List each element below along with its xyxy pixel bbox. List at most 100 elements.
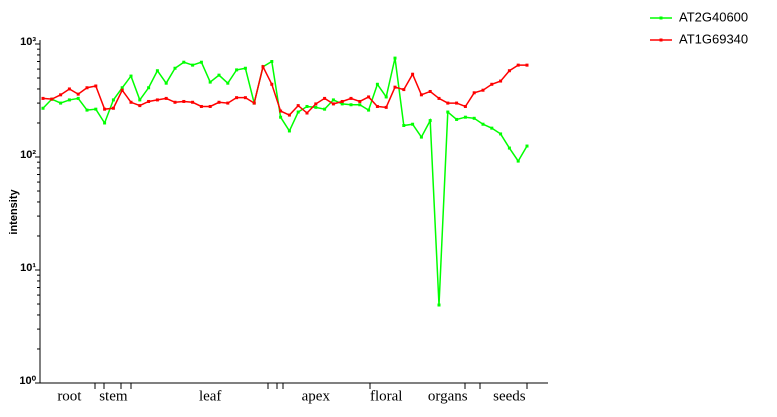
data-point [331,98,335,102]
data-point [463,104,467,108]
data-point [270,82,274,86]
data-point [367,108,371,112]
data-point [199,104,203,108]
x-tick-label: apex [302,388,331,404]
x-tick-label: floral [370,388,402,404]
data-point [296,104,300,108]
data-point [164,81,168,85]
data-point [393,85,397,89]
data-point [402,88,406,92]
data-point [191,63,195,67]
data-point [164,96,168,100]
data-point [287,129,291,133]
data-point [191,100,195,104]
data-point [235,96,239,100]
data-point [314,105,318,109]
data-point [384,105,388,109]
data-point [41,96,45,100]
data-point [147,99,151,103]
data-point [455,117,459,121]
data-point [226,101,230,105]
data-point [85,108,89,112]
data-point [419,93,423,97]
data-point [120,88,124,92]
data-point [235,68,239,72]
data-point [111,106,115,110]
data-point [41,106,45,110]
data-point [358,103,362,107]
data-point [455,101,459,105]
data-point [481,122,485,126]
data-point [129,100,133,104]
data-point [94,84,98,88]
data-point [208,104,212,108]
legend-marker [659,16,663,20]
data-point [243,96,247,100]
y-tick-label: 10² [20,149,36,161]
data-point [103,107,107,111]
data-point [261,65,265,69]
data-point [499,132,503,136]
data-point [323,96,327,100]
data-point [446,110,450,114]
data-point [481,88,485,92]
data-point [270,60,274,64]
data-point [182,60,186,64]
data-point [472,91,476,95]
y-axis-label: intensity [8,189,20,235]
legend-label: AT2G40600 [679,9,748,24]
data-point [155,98,159,102]
data-point [226,81,230,85]
data-point [111,98,115,102]
data-point [67,98,71,102]
data-point [120,86,124,90]
data-point [446,101,450,105]
data-point [393,56,397,60]
data-point [296,110,300,114]
data-point [314,102,318,106]
data-point [173,100,177,104]
data-point [252,101,256,105]
data-point [173,66,177,70]
data-point [279,115,283,119]
x-group-ticks [94,383,528,389]
data-point [358,99,362,103]
data-point [76,96,80,100]
data-point [516,63,520,67]
data-point [94,107,98,111]
data-point [402,124,406,128]
series-line [42,57,528,306]
legend-label: AT1G69340 [679,31,748,46]
data-point [428,119,432,123]
y-tick-label: 10³ [20,36,36,48]
data-point [217,73,221,77]
data-point [129,74,133,78]
data-point [323,107,327,111]
y-tick-label: 10⁰ [19,375,36,387]
data-point [59,93,63,97]
data-point [155,69,159,73]
data-point [50,97,54,101]
x-tick-label: seeds [493,388,526,404]
series-line [42,64,527,116]
data-point [59,101,63,105]
data-point [375,104,379,108]
y-tick-label: 10¹ [20,262,36,274]
data-point [411,72,415,76]
data-point [375,82,379,86]
data-point [103,121,107,125]
data-point [340,102,344,106]
data-point [499,79,503,83]
data-point [411,122,415,126]
data-point [279,109,283,113]
data-point [331,102,335,106]
legend-marker [659,38,663,42]
data-point [340,99,344,103]
data-point [287,113,291,117]
data-point [507,146,511,150]
data-point [85,86,89,90]
data-point [182,99,186,103]
data-point [525,63,529,67]
data-point [525,144,529,148]
